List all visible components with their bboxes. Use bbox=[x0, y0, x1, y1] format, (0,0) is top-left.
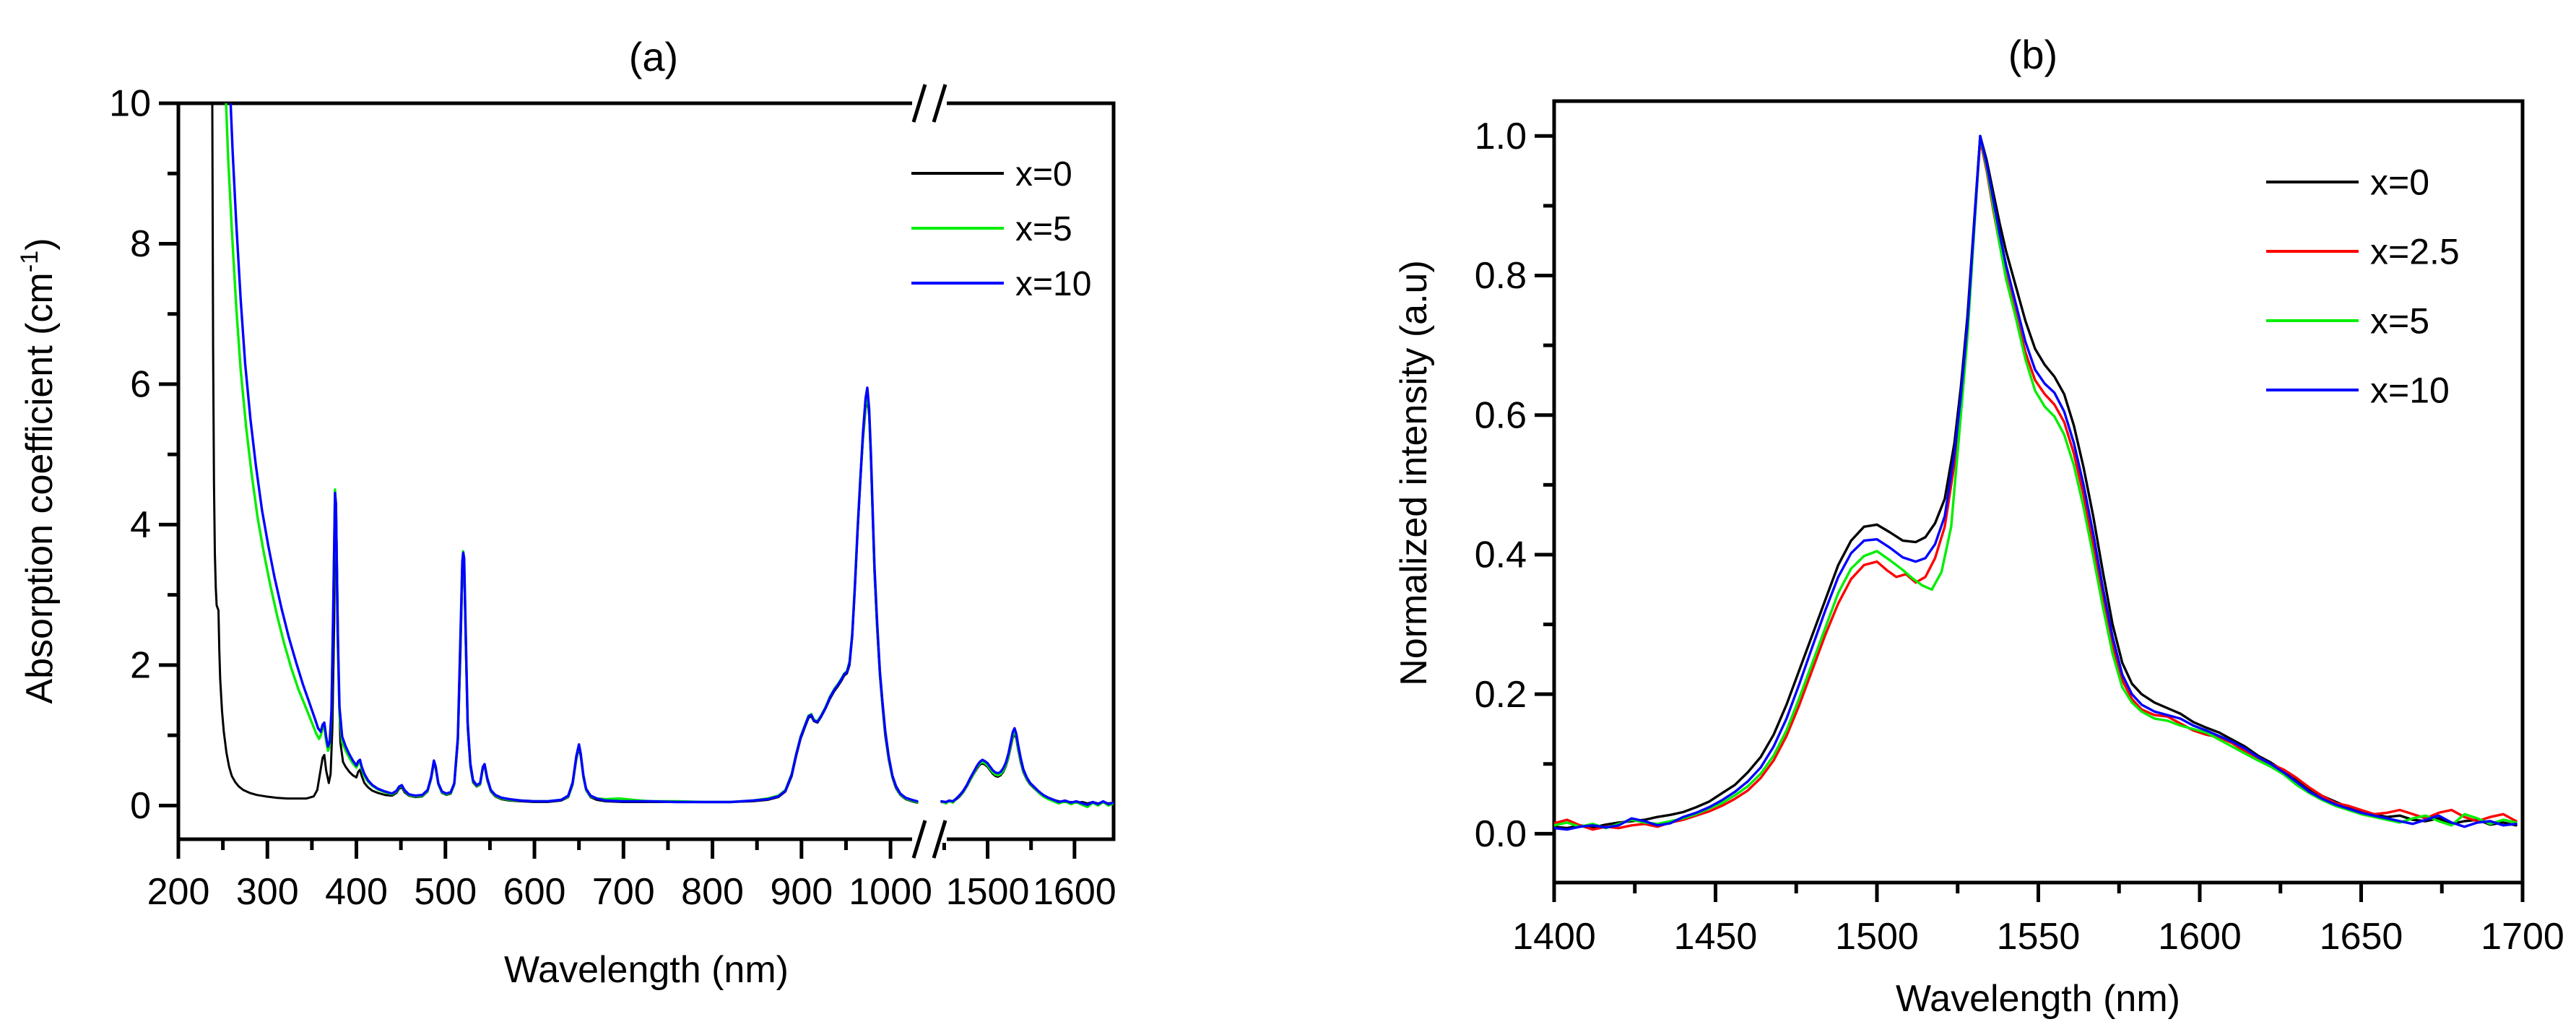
y-tick-label: 0.4 bbox=[1475, 534, 1527, 576]
y-tick-label: 0 bbox=[130, 785, 151, 827]
legend-label: x=10 bbox=[2370, 370, 2450, 411]
axis-ticks bbox=[1535, 134, 2525, 902]
y-tick-label: 10 bbox=[109, 83, 151, 125]
panel-b: 1400 1450 1500 1550 1600 1650 1700 0.0 0.2 0.4 0.6… bbox=[1393, 32, 2564, 1020]
x-tick-label: 1000 bbox=[849, 871, 932, 913]
legend-label: x=2.5 bbox=[2370, 232, 2460, 272]
axis-ticks bbox=[159, 101, 1077, 859]
axis-break-slash bbox=[932, 84, 947, 123]
y-axis-label: Absorption coefficient (cm-1) bbox=[16, 238, 61, 703]
legend: x=0 x=2.5 x=5 x=10 bbox=[2266, 162, 2460, 411]
x-tick-label: 1650 bbox=[2320, 916, 2403, 958]
x-tick-label: 200 bbox=[147, 871, 210, 913]
series-group bbox=[1554, 134, 2518, 831]
axis-break-slash bbox=[911, 820, 927, 859]
x-axis-label: Wavelength (nm) bbox=[504, 949, 789, 991]
series-line-x5 bbox=[225, 103, 1114, 808]
y-tick-label: 0.6 bbox=[1475, 394, 1527, 436]
series-line-x5 bbox=[1554, 134, 2518, 830]
x-tick-label: 1500 bbox=[1835, 916, 1919, 958]
legend-label: x=10 bbox=[1015, 265, 1091, 303]
x-tick-label: 1450 bbox=[1674, 916, 1758, 958]
y-tick-label: 0.0 bbox=[1475, 813, 1527, 855]
x-tick-label: 1550 bbox=[1997, 916, 2081, 958]
axis-break bbox=[911, 820, 947, 859]
x-tick-label: 1700 bbox=[2481, 916, 2564, 958]
series-line-x0 bbox=[211, 103, 1114, 805]
y-tick-label: 6 bbox=[130, 364, 151, 406]
axis-break bbox=[911, 84, 947, 123]
series-line-x10 bbox=[229, 103, 1114, 807]
panel-title-b: (b) bbox=[2008, 32, 2057, 77]
y-tick-label: 0.2 bbox=[1475, 674, 1527, 716]
axis-break-slash bbox=[911, 84, 927, 123]
plot-box bbox=[1552, 99, 2525, 885]
axis-break-slash bbox=[932, 820, 947, 859]
legend-label: x=5 bbox=[1015, 210, 1072, 248]
y-tick-label: 4 bbox=[130, 504, 151, 546]
axis-break-gap bbox=[912, 836, 947, 843]
series-group bbox=[211, 103, 1114, 808]
y-tick-label: 0.8 bbox=[1475, 255, 1527, 297]
x-tick-label: 700 bbox=[592, 871, 655, 913]
x-tick-label: 1600 bbox=[1033, 871, 1116, 913]
series-line-x10 bbox=[1554, 134, 2518, 831]
panel-a: 200 300 400 500 600 700 800 900 1000 1500 1600 0 2 4 6… bbox=[16, 34, 1116, 991]
x-tick-label: 900 bbox=[770, 871, 833, 913]
y-axis-label: Normalized intensity (a.u) bbox=[1393, 260, 1435, 686]
legend: x=0 x=5 x=10 bbox=[911, 155, 1091, 303]
x-tick-label: 1500 bbox=[946, 871, 1030, 913]
x-tick-label: 300 bbox=[236, 871, 299, 913]
x-tick-label: 800 bbox=[681, 871, 744, 913]
x-tick-label: 1400 bbox=[1512, 916, 1596, 958]
plot-box bbox=[176, 101, 1116, 841]
x-tick-label: 400 bbox=[325, 871, 388, 913]
y-tick-label: 1.0 bbox=[1475, 116, 1527, 157]
legend-label: x=5 bbox=[2370, 301, 2429, 342]
x-axis-label: Wavelength (nm) bbox=[1896, 978, 2180, 1020]
y-tick-label: 2 bbox=[130, 645, 151, 687]
legend-label: x=0 bbox=[1015, 155, 1072, 194]
panel-title-a: (a) bbox=[629, 34, 678, 79]
legend-label: x=0 bbox=[2370, 162, 2429, 203]
x-tick-label: 600 bbox=[503, 871, 566, 913]
x-tick-label: 500 bbox=[414, 871, 477, 913]
axis-break-gap bbox=[912, 100, 947, 107]
y-tick-label: 8 bbox=[130, 223, 151, 265]
x-tick-label: 1600 bbox=[2158, 916, 2242, 958]
